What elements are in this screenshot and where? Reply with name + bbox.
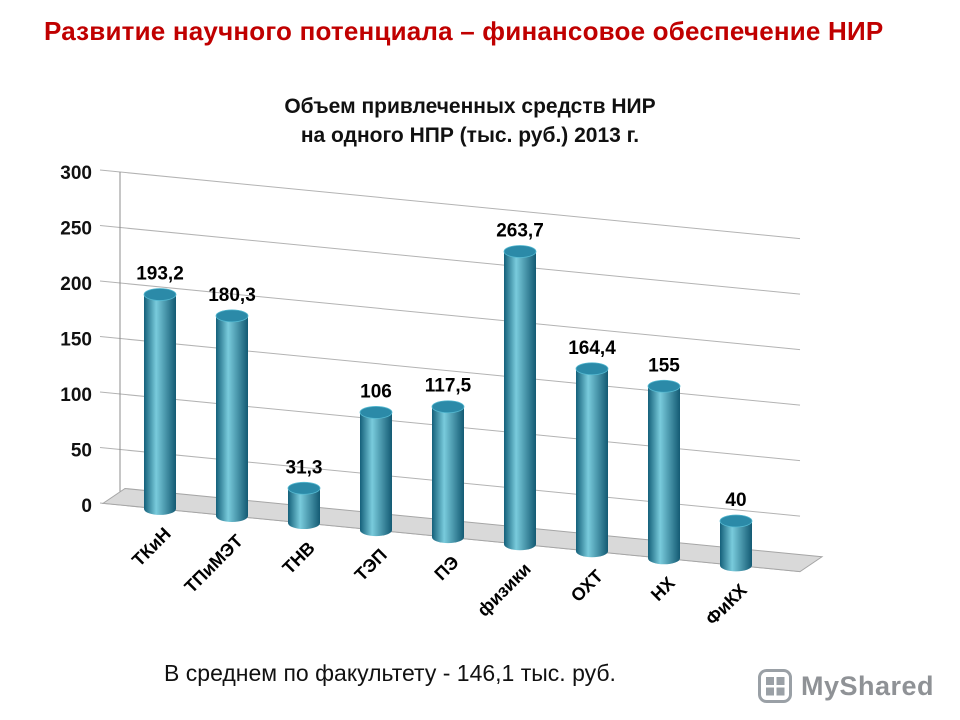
bar-group: 193,2 ТКиН [128,263,184,570]
bar-top [359,406,393,419]
bar-body [504,251,536,545]
bar-top [647,379,681,393]
bar-top [431,400,465,414]
chart-title-line1: Объем привлеченных средств НИР [284,95,656,118]
bar-top [503,245,537,258]
value-label: 180,3 [208,285,256,306]
y-tick-label: 250 [60,219,92,240]
category-label: ПЭ [430,552,462,584]
bar-body [576,368,608,552]
category-label: физики [473,559,534,620]
category-label: ТКиН [128,524,175,571]
bar-body [648,386,680,559]
myshared-logo-text: MyShared [800,670,934,701]
y-tick-label: 150 [60,330,92,351]
y-tick-label: 0 [81,496,92,517]
myshared-watermark: MyShared [757,668,934,704]
grid-line [99,225,801,295]
category-label: ТНВ [279,538,319,578]
category-label: НХ [647,573,679,605]
bar-group: 155 НХ [647,355,681,605]
chart-title-line2: на одного НПР (тыс. руб.) 2013 г. [300,124,640,147]
y-tick-label: 50 [71,441,92,462]
bar-body [360,412,392,531]
category-label: ТПиМЭТ [181,531,247,597]
grid-line [99,280,801,351]
bar-body [216,315,248,516]
grid-line [99,169,801,240]
value-label: 40 [725,490,746,511]
myshared-logo-icon [757,669,792,703]
y-tick-label: 100 [60,385,92,406]
bar-top [575,362,609,376]
value-label: 31,3 [286,457,323,478]
bar-group: 263,7 физики [473,220,543,620]
value-label: 117,5 [425,376,472,397]
category-label: ТЭП [351,545,391,585]
average-note: В среднем по факультету - 146,1 тыс. руб… [164,660,616,686]
category-label: ФиКХ [702,580,751,629]
bar-body [144,294,176,509]
chart-title: Объем привлеченных средств НИР на одного… [90,92,850,150]
value-label: 193,2 [136,263,184,284]
value-label: 155 [648,355,680,376]
category-label: ОХТ [567,566,607,606]
value-label: 106 [360,381,392,402]
bar-top [215,309,249,323]
bar-top [143,288,177,301]
y-tick-label: 200 [60,274,92,295]
y-tick-label: 300 [60,163,92,184]
value-label: 164,4 [568,338,616,359]
bar-group: 180,3 ТПиМЭТ [181,285,256,597]
value-label: 263,7 [496,220,544,241]
bar-body [432,406,464,538]
bar-top [719,514,753,528]
bar-group: 164,4 ОХТ [567,338,616,606]
bar-group: 106 ТЭП [351,381,393,585]
bar-body [720,520,752,566]
bar-top [287,481,321,495]
slide-title: Развитие научного потенциала – финансово… [44,16,884,46]
